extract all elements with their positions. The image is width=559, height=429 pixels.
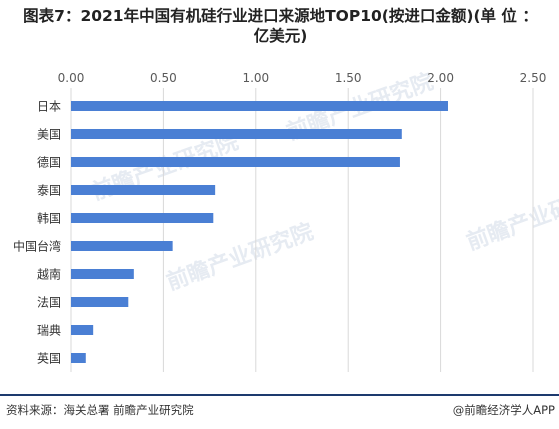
chart-title: 图表7：2021年中国有机硅行业进口来源地TOP10(按进口金额)(单 位 ： … <box>8 6 553 46</box>
bar <box>71 297 129 307</box>
bar <box>71 325 94 335</box>
bar <box>71 353 86 363</box>
bar <box>71 269 134 279</box>
bar <box>71 157 400 167</box>
watermark-text: 前瞻产业研究院 <box>463 179 559 256</box>
category-label: 英国 <box>37 352 61 366</box>
watermark-text: 前瞻产业研究院 <box>163 219 317 296</box>
bar <box>71 129 402 139</box>
category-label: 瑞典 <box>37 324 61 338</box>
bar <box>71 101 448 111</box>
chart-title-line1: 图表7：2021年中国有机硅行业进口来源地TOP10(按进口金额)(单 位 ： <box>23 7 538 25</box>
category-label: 越南 <box>37 267 61 282</box>
x-tick-label: 1.50 <box>335 71 362 85</box>
category-label: 韩国 <box>37 211 61 226</box>
x-tick-label: 2.00 <box>427 71 454 85</box>
brand-credit: @前瞻经济学人APP <box>452 403 555 417</box>
bar <box>71 213 214 223</box>
x-tick-label: 0.00 <box>58 71 85 85</box>
category-label: 法国 <box>37 296 61 310</box>
x-tick-label: 2.50 <box>520 71 547 85</box>
category-label: 美国 <box>37 128 61 142</box>
x-tick-label: 0.50 <box>150 71 177 85</box>
bar <box>71 241 173 251</box>
x-tick-label: 1.00 <box>242 71 269 85</box>
category-label: 德国 <box>37 155 61 170</box>
category-label: 中国台湾 <box>13 239 61 254</box>
chart-title-line2: 亿美元) <box>253 27 308 45</box>
category-label: 日本 <box>37 100 61 114</box>
footer: 资料来源：海关总署 前瞻产业研究院 @前瞻经济学人APP <box>0 394 559 429</box>
x-axis-ticks: 0.00 0.50 1.00 1.50 2.00 2.50 <box>58 71 547 85</box>
source-note: 资料来源：海关总署 前瞻产业研究院 <box>6 403 194 417</box>
bars <box>71 101 448 363</box>
bar <box>71 185 216 195</box>
category-label: 泰国 <box>37 184 61 198</box>
